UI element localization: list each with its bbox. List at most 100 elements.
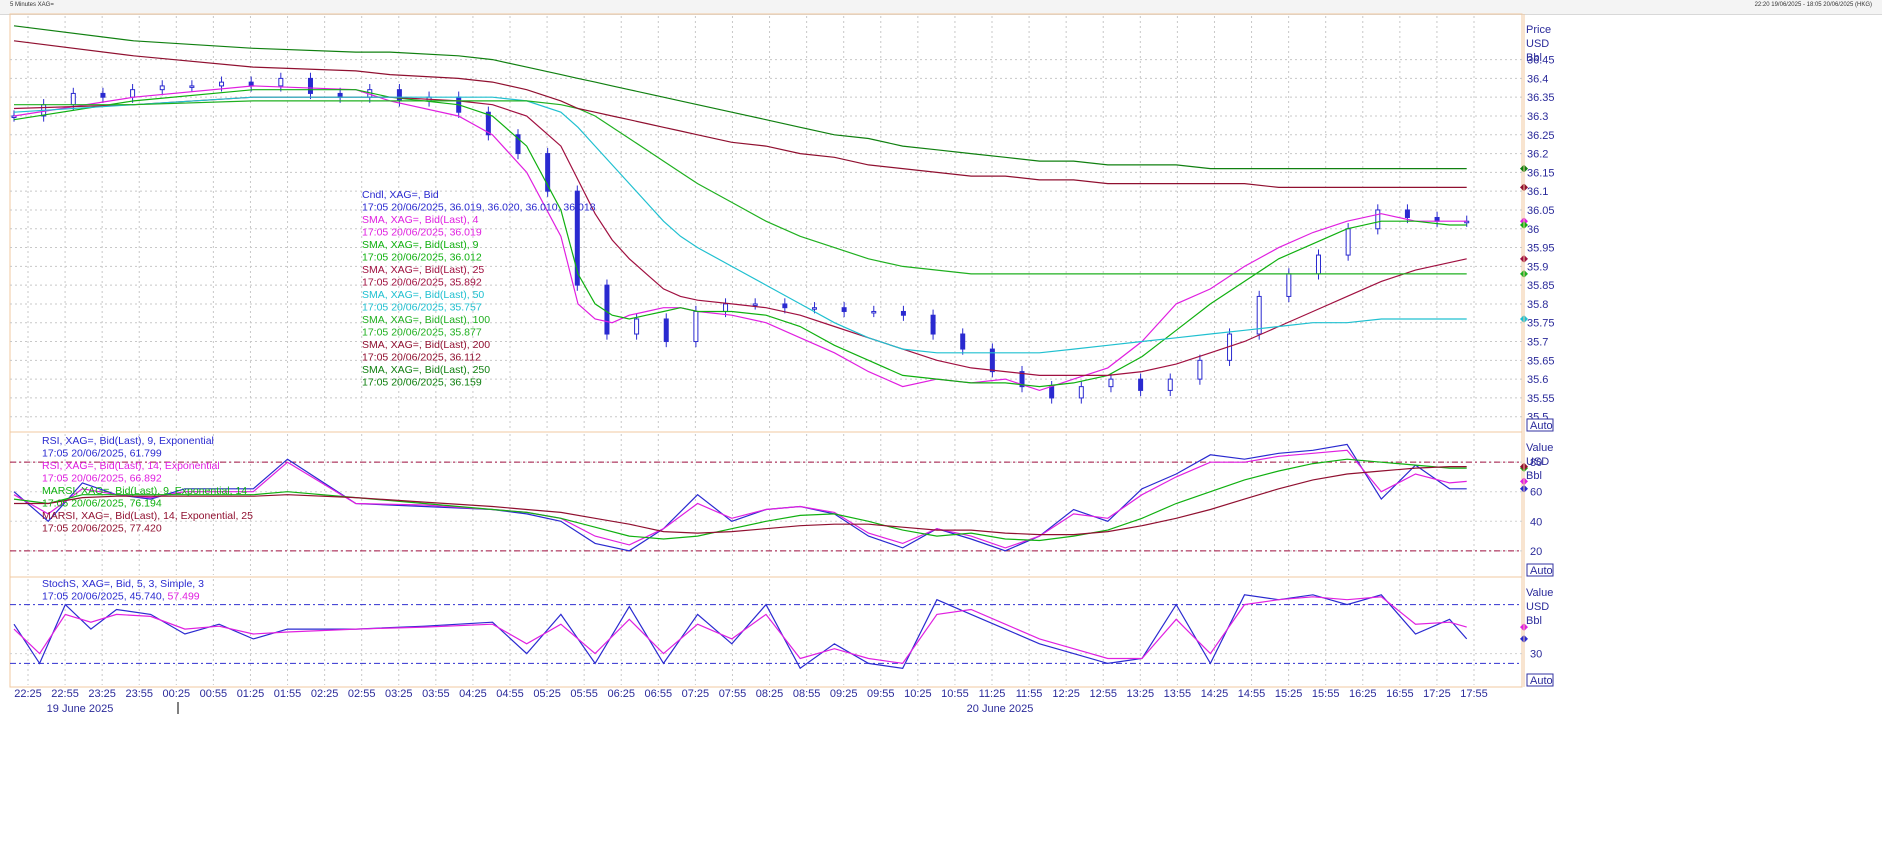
auto-scale-button[interactable] [1526, 563, 1554, 577]
price-tick-label: 36.25 [1527, 130, 1555, 142]
candle [1138, 373, 1144, 397]
series-line-rsi-9 [13, 443, 1467, 552]
time-tick-label: 01:25 [237, 688, 265, 700]
candle [604, 279, 610, 340]
candle-body [1256, 295, 1262, 335]
candle [841, 302, 847, 318]
series-line-marsi-14 [14, 466, 1467, 536]
time-tick-label: 16:25 [1349, 688, 1377, 700]
candle [871, 305, 877, 318]
candle-body [1464, 220, 1470, 224]
price-tick-label: 36.05 [1527, 205, 1555, 217]
candle-body [1345, 228, 1351, 256]
legend-value: 17:05 20/06/2025, 35.892 [362, 277, 482, 289]
value-tick-label: 20 [1530, 546, 1542, 558]
candle-body [574, 190, 580, 286]
price-tick-label: 36 [1527, 224, 1539, 236]
price-tick-label: 35.75 [1527, 318, 1555, 330]
auto-scale-button[interactable] [1526, 673, 1554, 687]
legend-value-2: 57.499 [168, 591, 200, 603]
candle [1078, 381, 1084, 404]
window-range: 22:20 19/06/2025 - 18:05 20/06/2025 (HKG… [1754, 2, 1872, 8]
time-tick-label: 03:55 [422, 688, 450, 700]
candle-body [159, 85, 165, 91]
candle [1197, 354, 1203, 385]
date-label: 19 June 2025 [47, 703, 114, 715]
legend-label: SMA, XAG=, Bid(Last), 25 [362, 264, 484, 276]
legend-value: 17:05 20/06/2025, 36.012 [362, 252, 482, 264]
time-tick-label: 17:55 [1460, 688, 1488, 700]
candle [930, 309, 936, 340]
candle [1108, 373, 1114, 393]
time-tick-label: 05:25 [533, 688, 561, 700]
series-line-sma-250 [13, 25, 1467, 170]
candle-body [663, 318, 669, 343]
candle [307, 72, 313, 100]
price-tick-label: 35.85 [1527, 280, 1555, 292]
time-tick-label: 06:25 [607, 688, 635, 700]
legend-label: SMA, XAG=, Bid(Last), 100 [362, 314, 490, 326]
time-tick-label: 08:25 [756, 688, 784, 700]
series-line-marsi-9 [13, 458, 1467, 542]
time-tick-label: 14:55 [1238, 688, 1266, 700]
time-tick-label: 00:55 [200, 688, 228, 700]
series-line-sma-25 [13, 96, 1467, 376]
candle-body [634, 318, 640, 335]
legend-value: 17:05 20/06/2025, 61.799 [42, 448, 162, 460]
candle-body [1167, 378, 1173, 391]
auto-scale-label: Auto [1530, 420, 1553, 432]
legend-value: 17:05 20/06/2025, 35.877 [362, 327, 482, 339]
series-line-sma-50 [13, 96, 1467, 354]
legend-value: 17:05 20/06/2025, 36.019 [362, 227, 482, 239]
axis-header-label: Bbl [1526, 615, 1542, 627]
price-tick-label: 35.95 [1527, 243, 1555, 255]
candle-body [396, 89, 402, 102]
candle [752, 298, 758, 310]
price-tick-label: 35.9 [1527, 261, 1548, 273]
time-tick-label: 12:55 [1089, 688, 1117, 700]
series-line-sma-200 [13, 40, 1467, 188]
legend-label: SMA, XAG=, Bid(Last), 200 [362, 339, 490, 351]
price-tick-label: 36.1 [1527, 186, 1548, 198]
time-tick-label: 13:25 [1127, 688, 1155, 700]
legend-value: 17:05 20/06/2025, 35.757 [362, 302, 482, 314]
price-tick-label: 35.65 [1527, 355, 1555, 367]
candle-body [1315, 254, 1321, 275]
time-tick-label: 22:25 [14, 688, 42, 700]
candle-body [723, 303, 729, 312]
candle-body [841, 307, 847, 312]
candle-body [278, 77, 284, 87]
axis-header-label: USD [1526, 456, 1549, 468]
candle [159, 80, 165, 96]
legend-label: MARSI, XAG=, Bid(Last), 14, Exponential,… [42, 510, 253, 522]
candle-body [900, 310, 906, 316]
legend-value: 17:05 20/06/2025, 45.740, 57.499 [42, 591, 200, 603]
time-tick-label: 10:25 [904, 688, 932, 700]
price-tick-label: 36.35 [1527, 92, 1555, 104]
auto-scale-button[interactable] [1526, 418, 1554, 432]
axis-header-label: Bbl [1526, 52, 1542, 64]
legend-value: 17:05 20/06/2025, 77.420 [42, 523, 162, 535]
candle-body [1049, 386, 1055, 399]
price-tick-label: 35.55 [1527, 393, 1555, 405]
candle-body [1404, 209, 1410, 218]
time-tick-label: 07:55 [719, 688, 747, 700]
price-tick-label: 36.3 [1527, 111, 1548, 123]
candle-body [604, 284, 610, 335]
candle [1019, 365, 1025, 393]
candle-body [307, 77, 313, 94]
candle-body [100, 92, 106, 98]
axis-header-label: Price [1526, 24, 1551, 36]
candle-body [485, 111, 491, 136]
time-tick-label: 05:55 [570, 688, 598, 700]
candle [515, 129, 521, 160]
time-tick-label: 03:25 [385, 688, 413, 700]
time-tick-label: 04:55 [496, 688, 524, 700]
candle [1434, 211, 1440, 227]
time-tick-label: 01:55 [274, 688, 302, 700]
series-line-sma-4 [13, 85, 1467, 392]
legend-label: RSI, XAG=, Bid(Last), 9, Exponential [42, 435, 214, 447]
candle [663, 313, 669, 348]
candle [1167, 373, 1173, 397]
